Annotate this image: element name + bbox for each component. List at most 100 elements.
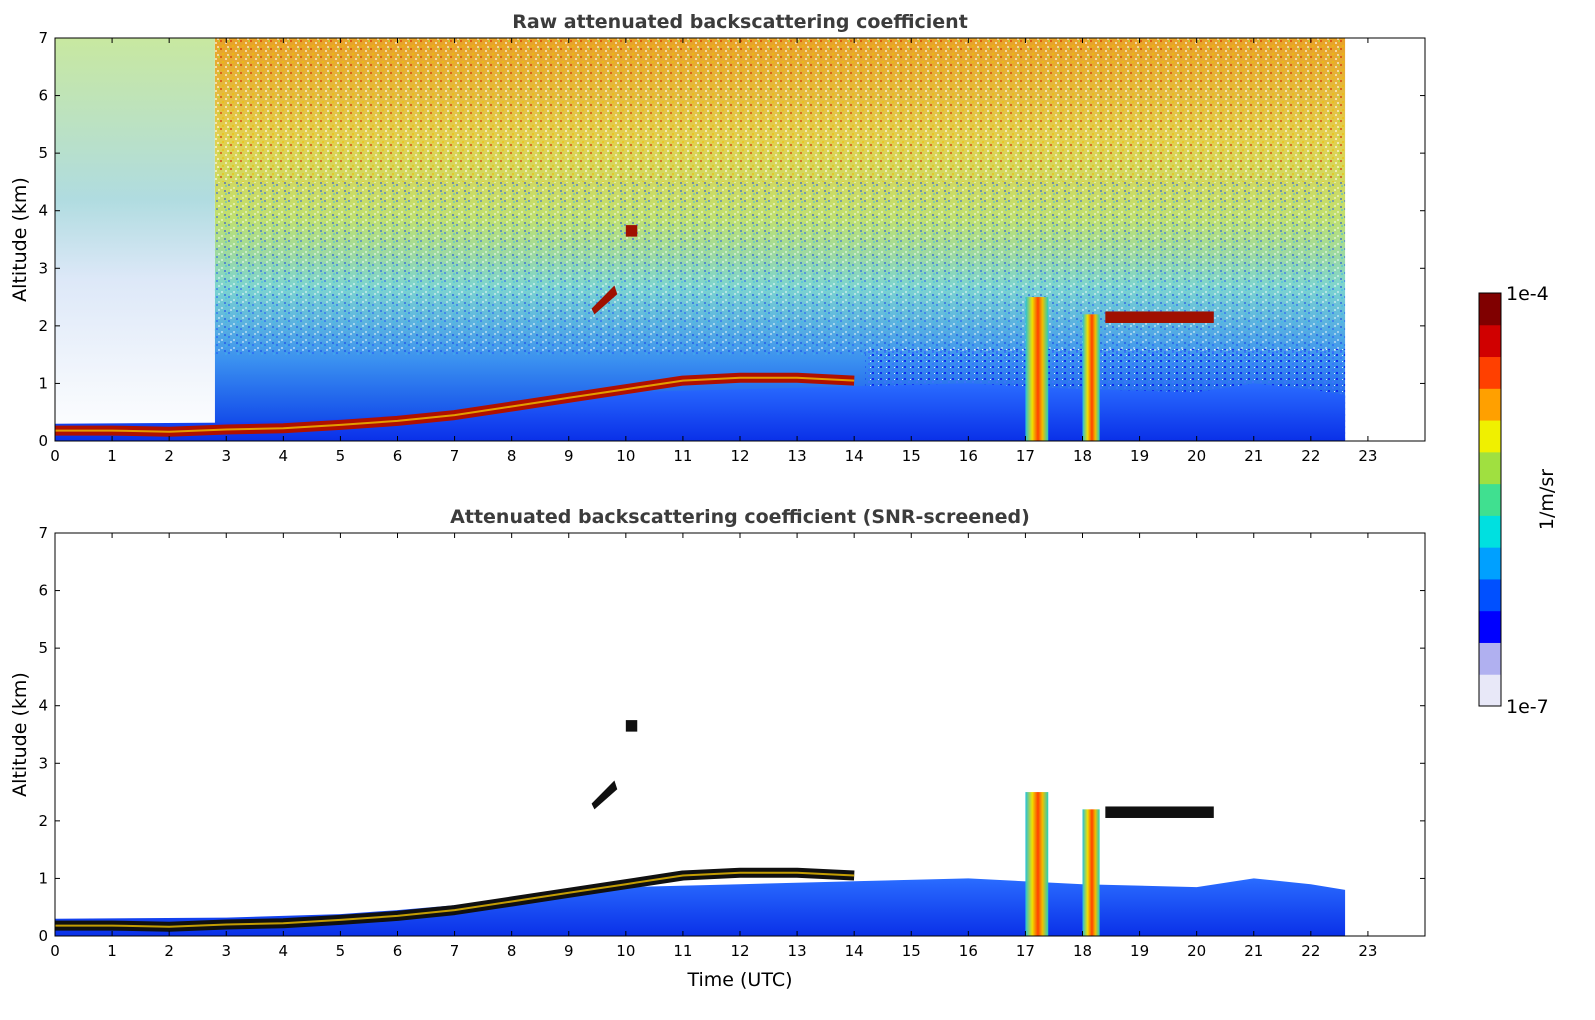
- x-tick-label: 2: [164, 942, 174, 960]
- colorbar-segment: [1479, 420, 1501, 453]
- y-tick-label: 5: [38, 639, 48, 657]
- x-tick-label: 17: [1016, 447, 1035, 465]
- x-tick-label: 5: [336, 447, 346, 465]
- x-tick-label: 1: [107, 447, 117, 465]
- y-tick-label: 0: [38, 927, 48, 945]
- colorbar-frame: [1478, 292, 1502, 707]
- colorbar-segment: [1479, 642, 1501, 675]
- colorbar-min-label: 1e-7: [1506, 696, 1549, 718]
- cloud-patch: [591, 285, 618, 315]
- cloud-patch: [625, 720, 638, 732]
- x-tick-label: 20: [1187, 447, 1206, 465]
- y-tick-label: 7: [38, 29, 48, 47]
- noise-texture: [214, 181, 1346, 355]
- x-tick-label: 5: [336, 942, 346, 960]
- noise-texture: [214, 38, 1346, 182]
- x-tick-label: 21: [1244, 942, 1263, 960]
- cloud-layer: [1105, 806, 1214, 818]
- cloud-patch: [625, 225, 638, 237]
- y-tick-label: 2: [38, 317, 48, 335]
- colorbar-unit-label: 1/m/sr: [1536, 469, 1558, 530]
- x-tick-label: 8: [507, 447, 517, 465]
- x-tick-label: 9: [564, 942, 574, 960]
- x-tick-label: 20: [1187, 942, 1206, 960]
- x-tick-label: 2: [164, 447, 174, 465]
- x-tick-label: 19: [1130, 447, 1149, 465]
- colorbar-segment: [1479, 451, 1501, 485]
- x-tick-label: 16: [959, 447, 978, 465]
- colorbar-segment: [1479, 578, 1501, 612]
- x-tick-label: 10: [616, 942, 635, 960]
- x-tick-label: 22: [1301, 942, 1320, 960]
- x-tick-label: 8: [507, 942, 517, 960]
- cloud-patch: [591, 780, 618, 810]
- colorbar-segment: [1479, 356, 1501, 389]
- y-tick-label: 4: [38, 697, 48, 715]
- colorbar-segment: [1479, 483, 1501, 516]
- backscatter-heatmap: [55, 720, 1346, 936]
- y-axis-label: Altitude (km): [9, 672, 31, 797]
- boundary-layer-edge: [55, 871, 855, 928]
- x-tick-label: 9: [564, 447, 574, 465]
- x-tick-label: 17: [1016, 942, 1035, 960]
- panel-title: Attenuated backscattering coefficient (S…: [450, 506, 1030, 528]
- x-tick-label: 14: [845, 942, 864, 960]
- x-tick-label: 19: [1130, 942, 1149, 960]
- y-tick-label: 5: [38, 144, 48, 162]
- x-tick-label: 0: [50, 942, 60, 960]
- y-tick-label: 1: [38, 374, 48, 392]
- x-tick-label: 11: [673, 447, 692, 465]
- x-axis-ticks: 0 1 2 3 4 5 6 7 8 9 10 11 12 13 14 15 16 17 18 19 20 21 22 23: [50, 533, 1377, 960]
- y-axis-ticks: 0 1 2 3 4 5 6 7: [38, 29, 1425, 450]
- x-tick-label: 11: [673, 942, 692, 960]
- y-tick-label: 3: [38, 754, 48, 772]
- y-tick-label: 2: [38, 812, 48, 830]
- x-axis-ticks: 0 1 2 3 4 5 6 7 8 9 10 11 12 13 14 15 16 17 18 19 20 21 22 23: [50, 38, 1377, 465]
- colorbar: 1e-4 1e-7 1/m/sr: [1478, 283, 1558, 718]
- x-tick-label: 14: [845, 447, 864, 465]
- cloud-layer: [1105, 311, 1214, 323]
- y-tick-label: 6: [38, 87, 48, 105]
- colorbar-segment: [1479, 324, 1501, 358]
- x-axis-label: Time (UTC): [686, 969, 792, 991]
- backscatter-heatmap: [55, 38, 1346, 441]
- y-tick-label: 7: [38, 524, 48, 542]
- x-tick-label: 16: [959, 942, 978, 960]
- x-tick-label: 12: [730, 447, 749, 465]
- x-tick-label: 13: [788, 942, 807, 960]
- colorbar-segment: [1479, 293, 1501, 326]
- y-axis-label: Altitude (km): [9, 177, 31, 302]
- x-tick-label: 3: [221, 942, 231, 960]
- y-axis-ticks: 0 1 2 3 4 5 6 7: [38, 524, 1425, 945]
- y-tick-label: 4: [38, 202, 48, 220]
- y-tick-label: 1: [38, 869, 48, 887]
- x-tick-label: 15: [902, 942, 921, 960]
- screened-backscatter-panel: Attenuated backscattering coefficient (S…: [9, 506, 1426, 991]
- colorbar-segment: [1479, 388, 1501, 421]
- colorbar-segment: [1479, 515, 1501, 548]
- precipitation-column: [1082, 809, 1100, 936]
- x-tick-label: 4: [279, 942, 289, 960]
- precipitation-column: [1025, 297, 1049, 441]
- precipitation-column: [1082, 314, 1100, 441]
- x-tick-label: 10: [616, 447, 635, 465]
- x-tick-label: 18: [1073, 942, 1092, 960]
- x-tick-label: 23: [1358, 447, 1377, 465]
- x-tick-label: 13: [788, 447, 807, 465]
- x-tick-label: 22: [1301, 447, 1320, 465]
- precipitation-column: [1025, 792, 1049, 936]
- panel-title: Raw attenuated backscattering coefficien…: [512, 11, 968, 33]
- x-tick-label: 12: [730, 942, 749, 960]
- x-tick-label: 3: [221, 447, 231, 465]
- boundary-layer-edge: [55, 376, 855, 433]
- raw-backscatter-panel: Raw attenuated backscattering coefficien…: [9, 11, 1426, 465]
- x-tick-label: 0: [50, 447, 60, 465]
- y-tick-label: 6: [38, 582, 48, 600]
- y-tick-label: 0: [38, 432, 48, 450]
- night-signal: [55, 38, 215, 441]
- x-tick-label: 1: [107, 942, 117, 960]
- colorbar-scale: [1479, 293, 1501, 707]
- colorbar-segment: [1479, 610, 1501, 643]
- x-tick-label: 6: [393, 447, 403, 465]
- x-tick-label: 7: [450, 447, 460, 465]
